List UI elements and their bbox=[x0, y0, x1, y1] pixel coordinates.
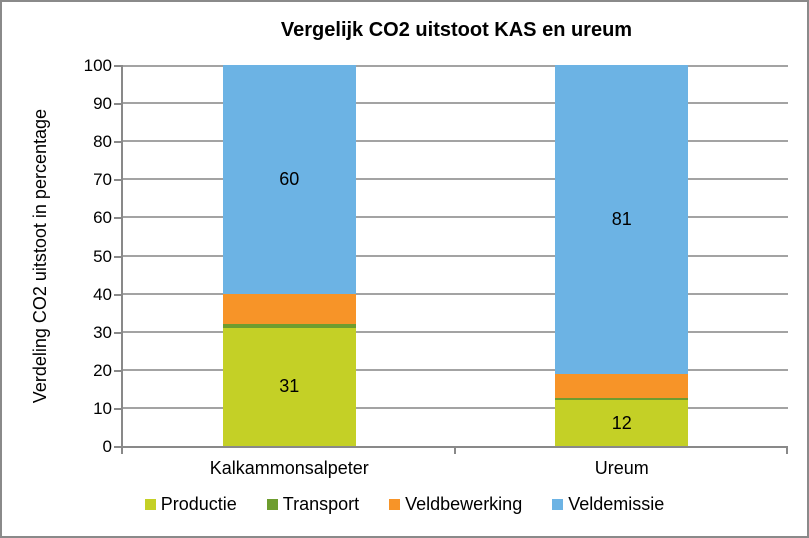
legend-swatch bbox=[144, 499, 156, 510]
data-label: 12 bbox=[611, 412, 632, 433]
legend-swatch bbox=[552, 499, 564, 510]
y-tick bbox=[114, 293, 121, 296]
y-tick bbox=[114, 446, 121, 448]
legend-label: Productie bbox=[160, 494, 237, 514]
y-tick-label: 40 bbox=[93, 284, 112, 304]
x-category-label: Kalkammonsalpeter bbox=[209, 458, 369, 478]
gridline-50 bbox=[123, 254, 788, 257]
y-tick-label: 70 bbox=[93, 170, 112, 190]
y-tick bbox=[114, 217, 121, 220]
y-tick-label: 30 bbox=[93, 322, 112, 342]
y-tick bbox=[114, 65, 121, 67]
y-tick-label: 60 bbox=[93, 208, 112, 228]
bar-ureum: 12 81 bbox=[555, 65, 689, 446]
gridline-100 bbox=[123, 65, 788, 67]
y-tick-label: 0 bbox=[102, 437, 112, 456]
x-tick bbox=[121, 448, 123, 454]
segment-veldemissie: 60 bbox=[222, 65, 356, 294]
segment-veldbewerking bbox=[555, 373, 689, 398]
gridline-20 bbox=[123, 368, 788, 371]
legend-item-veldbewerking: Veldbewerking bbox=[389, 494, 522, 515]
data-label: 60 bbox=[279, 168, 300, 189]
segment-transport bbox=[555, 397, 689, 401]
legend-label: Transport bbox=[282, 494, 360, 514]
y-tick bbox=[114, 255, 121, 258]
y-tick-label: 90 bbox=[93, 94, 112, 114]
legend-swatch bbox=[266, 499, 278, 510]
y-tick bbox=[114, 407, 121, 410]
gridline-40 bbox=[123, 292, 788, 295]
gridline-80 bbox=[123, 140, 788, 143]
chart-title: Vergelijk CO2 uitstoot KAS en ureum bbox=[280, 19, 633, 41]
legend-swatch bbox=[389, 499, 401, 510]
data-label: 31 bbox=[279, 376, 300, 397]
y-tick bbox=[114, 331, 121, 334]
segment-veldemissie: 81 bbox=[555, 65, 689, 374]
legend-item-veldemissie: Veldemissie bbox=[552, 494, 664, 515]
legend: Productie Transport Veldbewerking Veldemiss… bbox=[2, 494, 807, 515]
segment-veldbewerking bbox=[222, 293, 356, 325]
y-tick-label: 100 bbox=[83, 56, 112, 75]
gridline-90 bbox=[123, 102, 788, 105]
y-tick-label: 50 bbox=[93, 246, 112, 266]
segment-transport bbox=[222, 324, 356, 328]
data-label: 81 bbox=[611, 208, 632, 229]
bar-kalkammonsalpeter: 31 60 bbox=[222, 65, 356, 446]
legend-item-productie: Productie bbox=[144, 494, 237, 515]
legend-label: Veldbewerking bbox=[405, 494, 523, 514]
y-tick bbox=[114, 141, 121, 144]
y-tick bbox=[114, 103, 121, 106]
gridline-70 bbox=[123, 178, 788, 181]
x-tick bbox=[786, 448, 788, 454]
y-tick-label: 80 bbox=[93, 132, 112, 152]
segment-productie: 31 bbox=[222, 327, 356, 446]
x-tick bbox=[453, 448, 456, 454]
y-tick-label: 10 bbox=[93, 398, 112, 418]
gridline-60 bbox=[123, 216, 788, 219]
gridline-10 bbox=[123, 406, 788, 409]
legend-item-transport: Transport bbox=[266, 494, 360, 515]
x-axis-labels: Kalkammonsalpeter Ureum bbox=[123, 458, 788, 479]
segment-productie: 12 bbox=[555, 400, 689, 446]
y-tick-label: 20 bbox=[93, 360, 112, 380]
gridline-30 bbox=[123, 330, 788, 333]
y-tick bbox=[114, 179, 121, 182]
x-category-label: Ureum bbox=[594, 458, 649, 478]
y-tick bbox=[114, 369, 121, 372]
legend-label: Veldemissie bbox=[568, 494, 665, 514]
plot-area: 31 60 12 81 bbox=[121, 65, 788, 448]
